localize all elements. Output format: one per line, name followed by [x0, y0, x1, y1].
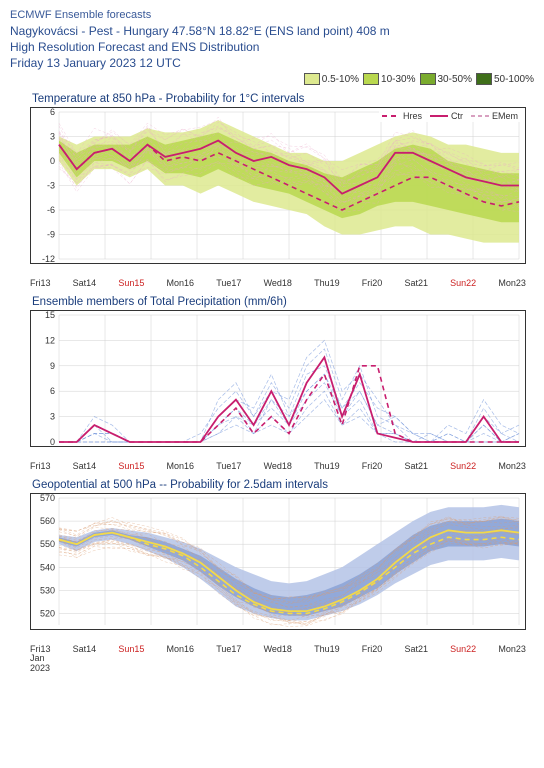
panel3-title: Geopotential at 500 hPa -- Probability f…	[32, 479, 534, 491]
xaxis-sublabel-year: 2023	[30, 664, 534, 674]
panel1-xaxis: Fri13Sat14Sun15Mon16Tue17Wed18Thu19Fri20…	[30, 278, 526, 288]
temperature-chart: HresCtrEMem -12 -9 -6 -3 0 3 6	[30, 107, 526, 264]
svg-text:-3: -3	[47, 181, 55, 191]
svg-text:-6: -6	[47, 205, 55, 215]
xaxis-sublabel-month: Jan	[30, 654, 534, 664]
svg-text:560: 560	[40, 516, 55, 526]
init-time-label: Friday 13 January 2023 12 UTC	[10, 55, 534, 71]
svg-text:0: 0	[50, 156, 55, 166]
precipitation-chart: 0 3 6 9 12 15	[30, 310, 526, 447]
svg-text:9: 9	[50, 361, 55, 371]
location-label: Nagykovácsi - Pest - Hungary 47.58°N 18.…	[10, 23, 534, 39]
svg-text:3: 3	[50, 132, 55, 142]
panel3-xaxis: Fri13Sat14Sun15Mon16Tue17Wed18Thu19Fri20…	[30, 644, 526, 654]
svg-text:530: 530	[40, 586, 55, 596]
svg-text:12: 12	[45, 336, 55, 346]
svg-text:520: 520	[40, 609, 55, 619]
line-legend: HresCtrEMem	[379, 110, 521, 122]
svg-text:3: 3	[50, 412, 55, 422]
svg-text:6: 6	[50, 387, 55, 397]
source-label: ECMWF Ensemble forecasts	[10, 8, 534, 23]
product-label: High Resolution Forecast and ENS Distrib…	[10, 39, 534, 55]
svg-text:570: 570	[40, 494, 55, 503]
svg-text:550: 550	[40, 540, 55, 550]
svg-text:540: 540	[40, 563, 55, 573]
svg-text:15: 15	[45, 311, 55, 320]
svg-text:-12: -12	[42, 254, 55, 263]
panel2-title: Ensemble members of Total Precipitation …	[32, 296, 534, 308]
probability-legend: 0.5-10%10-30%30-50%50-100%	[10, 73, 534, 85]
panel1-title: Temperature at 850 hPa - Probability for…	[32, 93, 534, 105]
svg-text:0: 0	[50, 437, 55, 446]
panel2-xaxis: Fri13Sat14Sun15Mon16Tue17Wed18Thu19Fri20…	[30, 461, 526, 471]
svg-text:6: 6	[50, 108, 55, 117]
geopotential-chart: 520 530 540 550 560 570	[30, 493, 526, 630]
svg-text:-9: -9	[47, 230, 55, 240]
